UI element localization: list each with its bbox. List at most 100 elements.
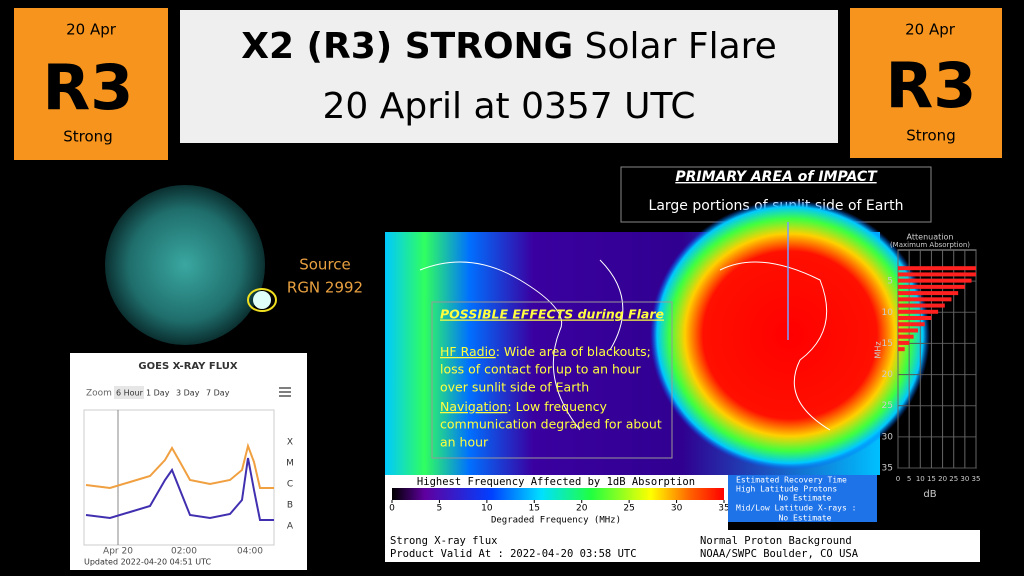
goes-time: Apr 20 [103, 547, 133, 557]
goes-short [85, 457, 274, 521]
sun [105, 185, 265, 345]
goes-button[interactable]: 1 Day [146, 389, 170, 398]
goes-zoom: Zoom [86, 389, 112, 399]
goes-panel [70, 353, 307, 570]
goes-plot [83, 409, 275, 546]
recovery: Estimated Recovery Time High Latitude Pr… [736, 476, 856, 523]
colorbar-tick-label: 10 [481, 504, 493, 514]
effect-line: communication degraded for about [440, 417, 662, 432]
att-xtick-label: 25 [949, 475, 958, 483]
att-bar [898, 291, 959, 296]
coastlines [419, 259, 831, 431]
badge-date: 20 Apr [905, 21, 956, 39]
att-ytick-label: 10 [882, 308, 894, 318]
badge-date: 20 Apr [66, 21, 117, 39]
att-bar [898, 322, 925, 327]
colorbar-tick-label: 20 [576, 504, 588, 514]
att-bar [898, 316, 932, 321]
badge-level: Strong [906, 127, 955, 145]
att-ytick-label: 5 [887, 277, 893, 287]
att-ytick-label: 20 [882, 370, 894, 380]
att-xtick-label: 15 [927, 475, 936, 483]
att-y-label: MHz [874, 341, 883, 358]
flare-ring [247, 288, 277, 312]
recovery-line: High Latitude Protons [736, 485, 837, 494]
colorbar-tick-label: 5 [437, 504, 443, 514]
footer-line: NOAA/SWPC Boulder, CO USA [700, 548, 859, 560]
att-x-label: dB [923, 489, 936, 500]
footer [385, 530, 980, 562]
effect-line: over sunlit side of Earth [440, 380, 589, 395]
att-xtick-label: 5 [907, 475, 911, 483]
att-ytick-label: 25 [882, 401, 893, 411]
att-bar [898, 284, 965, 289]
source-region: RGN 2992 [287, 279, 363, 297]
att-bar [898, 347, 905, 352]
recovery-box [728, 475, 877, 522]
att-xtick-label: 20 [938, 475, 947, 483]
colorbar [392, 488, 724, 500]
colorbar-tick-label: 25 [623, 504, 634, 514]
goes-class: C [287, 480, 293, 490]
att-ytick-label: 35 [882, 464, 893, 474]
goes-long [85, 442, 274, 490]
badge-level: Strong [63, 128, 112, 146]
colorbar-axis: Degraded Frequency (MHz) [491, 516, 621, 526]
recovery-line: Estimated Recovery Time [736, 476, 847, 485]
effect-label: Navigation [440, 399, 507, 414]
recovery-line: No Estimate [779, 494, 832, 503]
att-bar [898, 297, 952, 302]
footer-text: Strong X-ray flux Product Valid At : 202… [390, 535, 859, 560]
flare [253, 291, 271, 309]
effect-line: an hour [440, 435, 489, 450]
colorbar-tick-label: 30 [671, 504, 683, 514]
footer-line: Strong X-ray flux [390, 535, 497, 547]
effects-heading: POSSIBLE EFFECTS during Flare [440, 307, 664, 322]
recovery-line: Mid/Low Latitude X-rays : [736, 504, 856, 513]
goes-class: M [286, 459, 294, 469]
impact-heading: PRIMARY AREA of IMPACT [675, 169, 878, 185]
colorbar-title: Highest Frequency Affected by 1dB Absorp… [417, 476, 695, 488]
colorbar-tick-label: 35 [718, 504, 729, 514]
goes-time: 02:00 [171, 547, 197, 557]
goes-title: GOES X-RAY FLUX [138, 361, 237, 372]
footer-line: Normal Proton Background [700, 535, 852, 547]
effect-line: HF Radio: Wide area of blackouts; [440, 344, 651, 359]
effect-label: HF Radio [440, 344, 496, 359]
att-bar [898, 303, 945, 308]
badge [14, 8, 168, 160]
att-ytick-label: 30 [882, 432, 894, 442]
footer-line: Product Valid At : 2022-04-20 03:58 UTC [390, 548, 637, 560]
goes-button[interactable]: 3 Day [176, 389, 200, 398]
goes-menu[interactable] [279, 387, 291, 397]
effect-text: : Low frequency [507, 399, 607, 414]
att-bar [898, 340, 910, 345]
att-xtick-label: 0 [896, 475, 900, 483]
title-box [180, 10, 838, 143]
effect-line: Navigation: Low frequency [440, 399, 607, 414]
badge [850, 8, 1002, 158]
goes-button-active[interactable] [114, 386, 144, 399]
goes-button[interactable]: 7 Day [206, 389, 230, 398]
att-bar [898, 278, 972, 283]
title-line2: 20 April at 0357 UTC [322, 86, 695, 127]
badge-scale: R3 [43, 51, 134, 124]
att-subtitle: (Maximum Absorption) [890, 241, 970, 249]
goes-time: 04:00 [237, 547, 263, 557]
effect-line: loss of contact for up to an hour [440, 362, 641, 377]
effect-text: : Wide area of blackouts; [496, 344, 651, 359]
title: X2 (R3) STRONG Solar Flare [241, 26, 777, 67]
att-bar [898, 328, 919, 333]
title-rest: Solar Flare [573, 26, 777, 67]
att-bar [898, 309, 939, 314]
att-xtick-label: 35 [972, 475, 981, 483]
colorbar-tick-label: 15 [529, 504, 540, 514]
att-bar [898, 272, 976, 277]
goes-class: A [287, 522, 294, 532]
att-bar [898, 266, 976, 271]
goes-button[interactable]: 6 Hour [116, 389, 144, 398]
recovery-line: No Estimate [779, 514, 832, 523]
title-bold: X2 (R3) STRONG [241, 26, 573, 67]
att-xtick-label: 10 [916, 475, 925, 483]
att-title: Attenuation [907, 233, 954, 242]
